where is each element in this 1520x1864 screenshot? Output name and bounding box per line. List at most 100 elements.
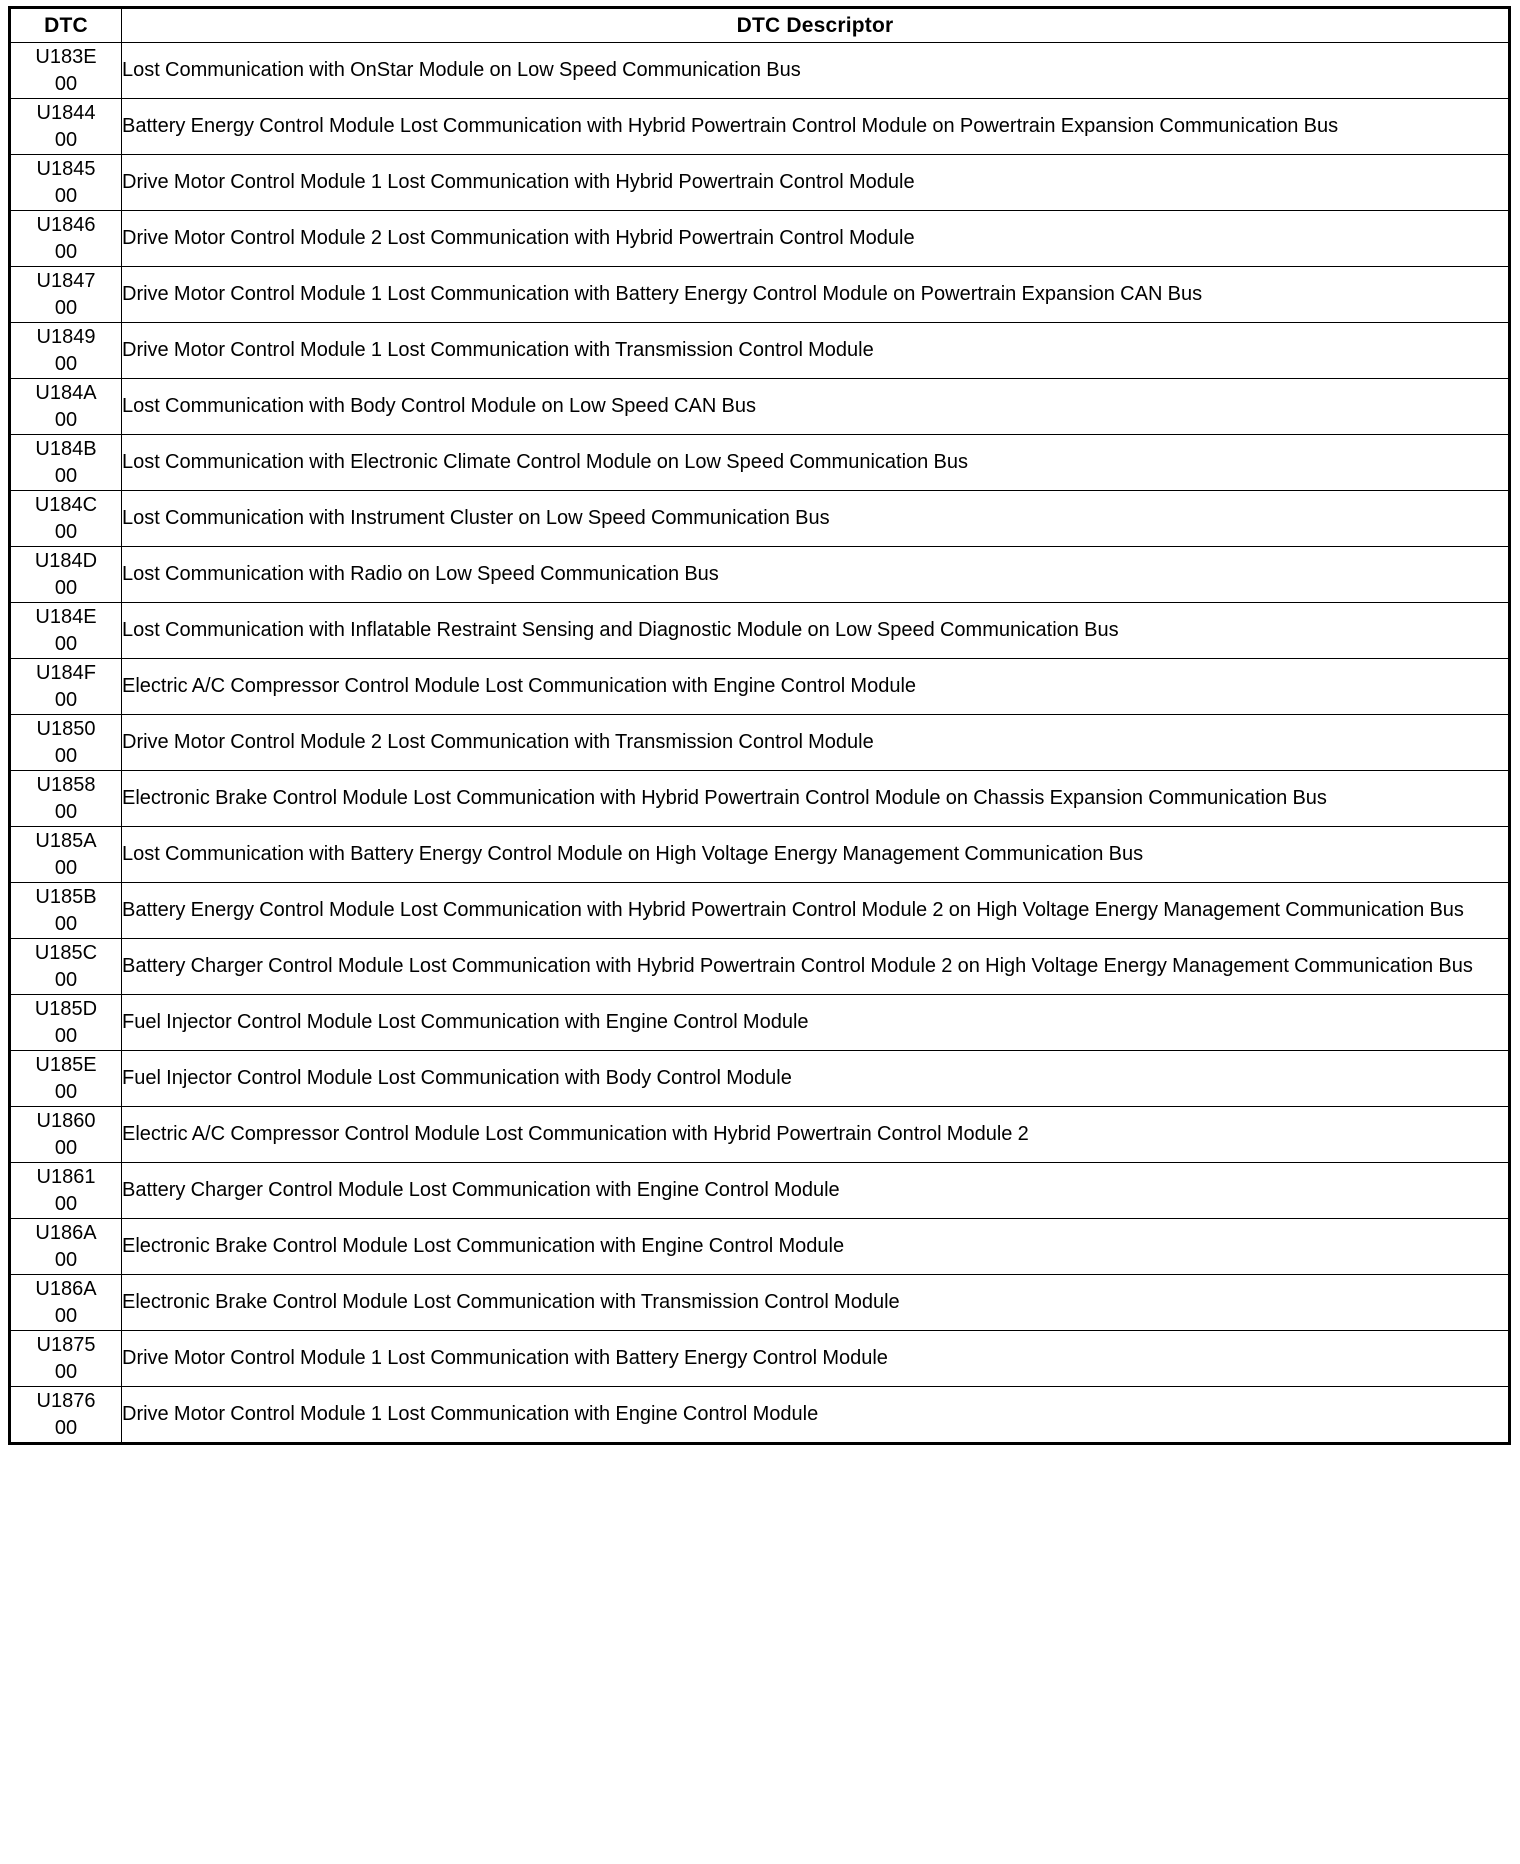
dtc-failure-type: 00 <box>54 240 78 263</box>
dtc-code-cell: U1875 00 <box>8 1330 122 1387</box>
dtc-code: U1847 <box>36 270 96 293</box>
dtc-descriptor-cell: Fuel Injector Control Module Lost Commun… <box>121 1050 1511 1107</box>
table-row: U1860 00 Electric A/C Compressor Control M… <box>8 1106 1511 1163</box>
table-row: U184A 00 Lost Communication with Body Cont… <box>8 378 1511 435</box>
table-row: U1876 00 Drive Motor Control Module 1 Lost… <box>8 1386 1511 1445</box>
table-row: U1844 00 Battery Energy Control Module Los… <box>8 98 1511 155</box>
dtc-code: U185E <box>35 1054 97 1077</box>
dtc-code: U185A <box>35 830 97 853</box>
dtc-descriptor-cell: Lost Communication with Instrument Clust… <box>121 490 1511 547</box>
table-row: U1846 00 Drive Motor Control Module 2 Lost… <box>8 210 1511 267</box>
dtc-descriptor-cell: Drive Motor Control Module 1 Lost Commun… <box>121 266 1511 323</box>
dtc-code-cell: U1847 00 <box>8 266 122 323</box>
dtc-descriptor-cell: Electric A/C Compressor Control Module L… <box>121 658 1511 715</box>
dtc-descriptor-cell: Drive Motor Control Module 2 Lost Commun… <box>121 714 1511 771</box>
dtc-descriptor-cell: Battery Energy Control Module Lost Commu… <box>121 882 1511 939</box>
dtc-descriptor-cell: Lost Communication with Battery Energy C… <box>121 826 1511 883</box>
table-row: U185E 00 Fuel Injector Control Module Lost… <box>8 1050 1511 1107</box>
dtc-failure-type: 00 <box>54 968 78 991</box>
dtc-code: U1858 <box>36 774 96 797</box>
table-row: U184B 00 Lost Communication with Electroni… <box>8 434 1511 491</box>
table-row: U183E 00 Lost Communication with OnStar Mo… <box>8 42 1511 99</box>
dtc-code-cell: U1850 00 <box>8 714 122 771</box>
dtc-failure-type: 00 <box>54 800 78 823</box>
dtc-code: U183E <box>35 46 97 69</box>
dtc-failure-type: 00 <box>54 520 78 543</box>
dtc-code-cell: U184F 00 <box>8 658 122 715</box>
dtc-code-cell: U184B 00 <box>8 434 122 491</box>
dtc-descriptor-cell: Lost Communication with Radio on Low Spe… <box>121 546 1511 603</box>
dtc-code-cell: U183E 00 <box>8 42 122 99</box>
dtc-failure-type: 00 <box>54 296 78 319</box>
dtc-code-cell: U1844 00 <box>8 98 122 155</box>
dtc-descriptor-cell: Electronic Brake Control Module Lost Com… <box>121 1218 1511 1275</box>
dtc-descriptor-cell: Battery Charger Control Module Lost Comm… <box>121 1162 1511 1219</box>
dtc-code: U185C <box>34 942 98 965</box>
dtc-code-cell: U185B 00 <box>8 882 122 939</box>
dtc-code-cell: U185D 00 <box>8 994 122 1051</box>
dtc-failure-type: 00 <box>54 408 78 431</box>
dtc-descriptor-cell: Drive Motor Control Module 1 Lost Commun… <box>121 322 1511 379</box>
table-row: U185C 00 Battery Charger Control Module Lo… <box>8 938 1511 995</box>
table-row: U1850 00 Drive Motor Control Module 2 Lost… <box>8 714 1511 771</box>
dtc-code-cell: U1849 00 <box>8 322 122 379</box>
dtc-code-cell: U184D 00 <box>8 546 122 603</box>
dtc-descriptor-cell: Drive Motor Control Module 1 Lost Commun… <box>121 1330 1511 1387</box>
dtc-descriptor-cell: Drive Motor Control Module 2 Lost Commun… <box>121 210 1511 267</box>
dtc-failure-type: 00 <box>54 464 78 487</box>
dtc-failure-type: 00 <box>54 1304 78 1327</box>
dtc-failure-type: 00 <box>54 688 78 711</box>
header-row: DTC DTC Descriptor <box>8 7 1511 43</box>
table-row: U184E 00 Lost Communication with Inflatabl… <box>8 602 1511 659</box>
dtc-table: DTC DTC Descriptor U183E 00 Lost Communica… <box>8 6 1511 1445</box>
dtc-code-cell: U184E 00 <box>8 602 122 659</box>
dtc-failure-type: 00 <box>54 912 78 935</box>
dtc-descriptor-cell: Lost Communication with OnStar Module on… <box>121 42 1511 99</box>
column-header-dtc: DTC <box>8 7 122 43</box>
table-row: U184D 00 Lost Communication with Radio on … <box>8 546 1511 603</box>
dtc-failure-type: 00 <box>54 184 78 207</box>
dtc-failure-type: 00 <box>54 1248 78 1271</box>
table-row: U184C 00 Lost Communication with Instrumen… <box>8 490 1511 547</box>
dtc-code: U1876 <box>36 1390 96 1413</box>
dtc-code: U185B <box>35 886 97 909</box>
table-row: U1845 00 Drive Motor Control Module 1 Lost… <box>8 154 1511 211</box>
dtc-code-cell: U185C 00 <box>8 938 122 995</box>
dtc-failure-type: 00 <box>54 1416 78 1439</box>
dtc-code: U186A <box>35 1278 97 1301</box>
dtc-descriptor-cell: Battery Energy Control Module Lost Commu… <box>121 98 1511 155</box>
table-row: U185D 00 Fuel Injector Control Module Lost… <box>8 994 1511 1051</box>
table-row: U185B 00 Battery Energy Control Module Los… <box>8 882 1511 939</box>
dtc-code-cell: U186A 00 <box>8 1218 122 1275</box>
dtc-failure-type: 00 <box>54 576 78 599</box>
dtc-code: U186A <box>35 1222 97 1245</box>
dtc-code-cell: U1858 00 <box>8 770 122 827</box>
table-row: U1858 00 Electronic Brake Control Module L… <box>8 770 1511 827</box>
column-header-dtc-descriptor: DTC Descriptor <box>121 7 1511 43</box>
dtc-code: U1860 <box>36 1110 96 1133</box>
dtc-failure-type: 00 <box>54 72 78 95</box>
dtc-code-cell: U185E 00 <box>8 1050 122 1107</box>
dtc-failure-type: 00 <box>54 1024 78 1047</box>
dtc-failure-type: 00 <box>54 128 78 151</box>
table-row: U184F 00 Electric A/C Compressor Control M… <box>8 658 1511 715</box>
dtc-descriptor-cell: Lost Communication with Electronic Clima… <box>121 434 1511 491</box>
dtc-failure-type: 00 <box>54 1136 78 1159</box>
table-row: U1849 00 Drive Motor Control Module 1 Lost… <box>8 322 1511 379</box>
table-body: U183E 00 Lost Communication with OnStar Mo… <box>8 42 1511 1445</box>
dtc-code-cell: U184C 00 <box>8 490 122 547</box>
dtc-code: U1846 <box>36 214 96 237</box>
dtc-descriptor-cell: Electric A/C Compressor Control Module L… <box>121 1106 1511 1163</box>
table-row: U1847 00 Drive Motor Control Module 1 Lost… <box>8 266 1511 323</box>
dtc-failure-type: 00 <box>54 744 78 767</box>
dtc-failure-type: 00 <box>54 1192 78 1215</box>
dtc-code: U1850 <box>36 718 96 741</box>
dtc-failure-type: 00 <box>54 632 78 655</box>
table-row: U1861 00 Battery Charger Control Module Lo… <box>8 1162 1511 1219</box>
dtc-descriptor-cell: Drive Motor Control Module 1 Lost Commun… <box>121 1386 1511 1445</box>
dtc-code: U184F <box>35 662 97 685</box>
dtc-descriptor-cell: Drive Motor Control Module 1 Lost Commun… <box>121 154 1511 211</box>
dtc-descriptor-cell: Fuel Injector Control Module Lost Commun… <box>121 994 1511 1051</box>
dtc-descriptor-cell: Lost Communication with Inflatable Restr… <box>121 602 1511 659</box>
